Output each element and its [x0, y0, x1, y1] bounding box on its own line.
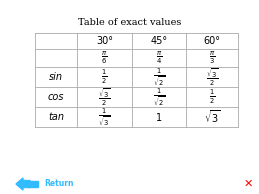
Text: Higher: Higher	[225, 2, 254, 11]
Text: $\frac{1}{\sqrt{2}}$: $\frac{1}{\sqrt{2}}$	[153, 66, 165, 88]
Text: sin: sin	[49, 72, 63, 82]
Text: $\frac{\pi}{6}$: $\frac{\pi}{6}$	[101, 50, 108, 66]
Text: tan: tan	[48, 112, 64, 122]
Text: Maths4Scotland: Maths4Scotland	[5, 2, 75, 11]
Text: 45°: 45°	[150, 36, 168, 46]
FancyArrow shape	[16, 178, 30, 190]
FancyArrow shape	[28, 181, 38, 187]
Text: 30°: 30°	[96, 36, 113, 46]
Text: $\frac{1}{2}$: $\frac{1}{2}$	[101, 68, 108, 86]
Text: $\frac{1}{2}$: $\frac{1}{2}$	[209, 88, 215, 106]
Text: cos: cos	[48, 92, 64, 102]
Text: $\sqrt{3}$: $\sqrt{3}$	[204, 109, 220, 125]
Text: $\frac{1}{\sqrt{3}}$: $\frac{1}{\sqrt{3}}$	[98, 106, 111, 128]
Text: $\frac{1}{\sqrt{2}}$: $\frac{1}{\sqrt{2}}$	[153, 86, 165, 108]
Text: 60°: 60°	[204, 36, 220, 46]
Text: Table of exact values: Table of exact values	[78, 18, 181, 27]
Text: $1$: $1$	[155, 111, 163, 123]
Text: $\frac{\sqrt{3}}{2}$: $\frac{\sqrt{3}}{2}$	[206, 66, 218, 88]
Text: $\frac{\sqrt{3}}{2}$: $\frac{\sqrt{3}}{2}$	[98, 86, 111, 108]
Text: Return: Return	[44, 179, 74, 189]
Text: $\frac{\pi}{3}$: $\frac{\pi}{3}$	[209, 50, 215, 66]
Text: $\frac{\pi}{4}$: $\frac{\pi}{4}$	[156, 50, 162, 66]
Text: ✕: ✕	[243, 179, 253, 189]
